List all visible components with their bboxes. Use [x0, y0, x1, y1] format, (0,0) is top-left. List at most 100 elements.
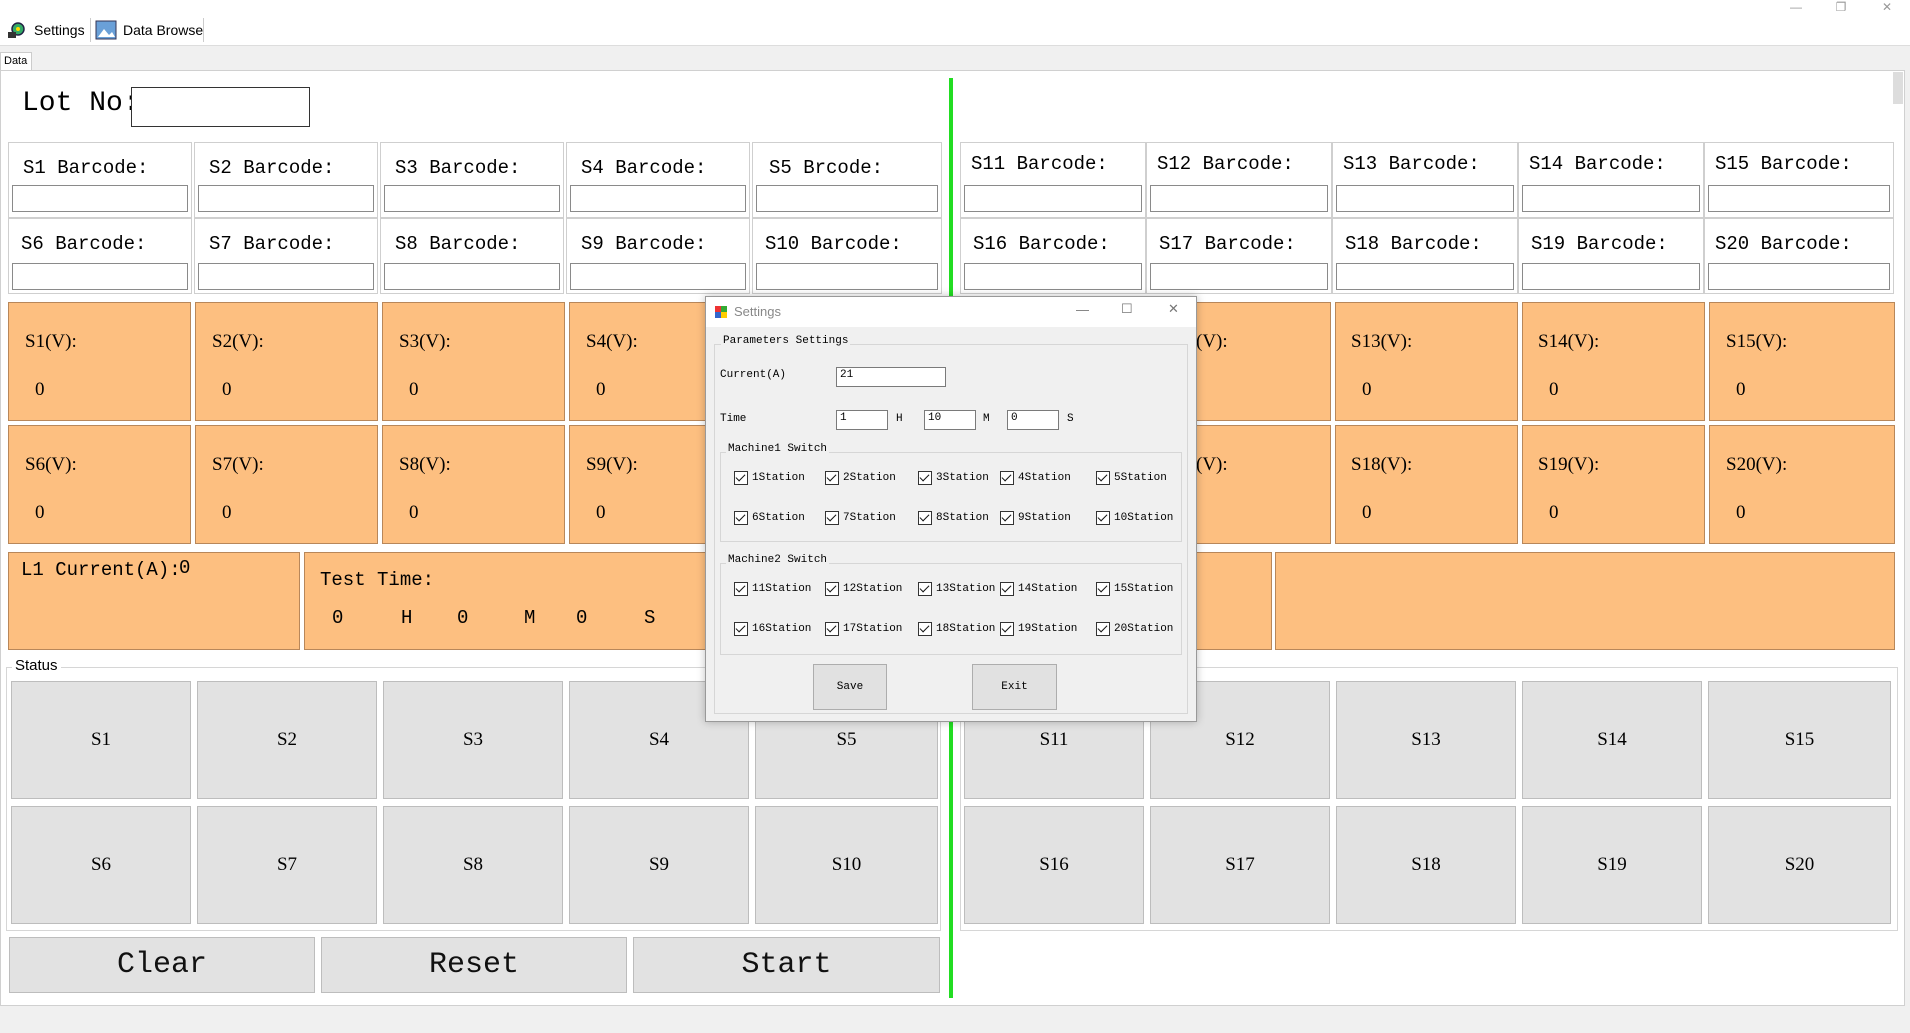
barcode-input-s11[interactable]: [964, 185, 1142, 212]
voltage-cell: S14(V): 0: [1522, 302, 1705, 421]
station-checkbox[interactable]: 7Station: [825, 511, 896, 525]
barcode-input-s5[interactable]: [756, 185, 938, 212]
station-checkbox[interactable]: 12Station: [825, 582, 902, 596]
time-seconds-unit: S: [1067, 413, 1074, 425]
station-checkbox[interactable]: 13Station: [918, 582, 995, 596]
station-checkbox[interactable]: 19Station: [1000, 622, 1077, 636]
barcode-label: S12 Barcode:: [1157, 153, 1294, 175]
toolbar: Settings Data Browse — ❐ ✕: [0, 0, 1910, 46]
status-button[interactable]: S2: [197, 681, 377, 799]
barcode-input-s9[interactable]: [570, 263, 746, 290]
station-checkbox[interactable]: 17Station: [825, 622, 902, 636]
station-checkbox[interactable]: 8Station: [918, 511, 989, 525]
voltage-label: S14(V):: [1538, 331, 1600, 352]
status-button[interactable]: S17: [1150, 806, 1330, 924]
reset-button[interactable]: Reset: [321, 937, 627, 993]
status-button[interactable]: S15: [1708, 681, 1891, 799]
app-icon: [715, 306, 727, 318]
barcode-label: S7 Barcode:: [209, 233, 335, 255]
barcode-input-s8[interactable]: [384, 263, 560, 290]
status-button[interactable]: S13: [1336, 681, 1516, 799]
save-button[interactable]: Save: [813, 664, 887, 710]
barcode-input-s15[interactable]: [1708, 185, 1890, 212]
time-minutes-input[interactable]: 10: [924, 410, 976, 430]
barcode-input-s16[interactable]: [964, 263, 1142, 290]
checkbox-checked-icon: [1096, 511, 1110, 525]
clear-button[interactable]: Clear: [9, 937, 315, 993]
checkbox-checked-icon: [825, 582, 839, 596]
scrollbar[interactable]: [1893, 72, 1903, 104]
station-checkbox[interactable]: 16Station: [734, 622, 811, 636]
minimize-icon[interactable]: —: [1790, 0, 1802, 14]
restore-icon[interactable]: ❐: [1835, 0, 1847, 14]
start-button[interactable]: Start: [633, 937, 940, 993]
station-checkbox[interactable]: 1Station: [734, 471, 805, 485]
status-button[interactable]: S19: [1522, 806, 1702, 924]
voltage-label: S13(V):: [1351, 331, 1413, 352]
settings-menu-button[interactable]: Settings: [6, 14, 85, 46]
data-browse-button[interactable]: Data Browse: [95, 14, 203, 46]
exit-button[interactable]: Exit: [972, 664, 1057, 710]
status-button[interactable]: S16: [964, 806, 1144, 924]
barcode-input-s19[interactable]: [1522, 263, 1700, 290]
barcode-input-s3[interactable]: [384, 185, 560, 212]
station-checkbox[interactable]: 6Station: [734, 511, 805, 525]
station-checkbox[interactable]: 14Station: [1000, 582, 1077, 596]
voltage-label: (V):: [1196, 331, 1228, 352]
station-checkbox[interactable]: 2Station: [825, 471, 896, 485]
barcode-input-s18[interactable]: [1336, 263, 1514, 290]
station-checkbox[interactable]: 11Station: [734, 582, 811, 596]
toolbar-separator: [203, 18, 204, 42]
test-time-hours: 0: [332, 607, 344, 629]
status-button[interactable]: S10: [755, 806, 938, 924]
status-button[interactable]: S18: [1336, 806, 1516, 924]
machine2-switch-title: Machine2 Switch: [726, 554, 830, 566]
barcode-input-s10[interactable]: [756, 263, 938, 290]
close-icon[interactable]: ✕: [1881, 0, 1893, 14]
station-checkbox[interactable]: 4Station: [1000, 471, 1071, 485]
status-button[interactable]: S3: [383, 681, 563, 799]
status-button[interactable]: S14: [1522, 681, 1702, 799]
station-checkbox[interactable]: 20Station: [1096, 622, 1173, 636]
barcode-cell: S9 Barcode:: [566, 218, 750, 294]
barcode-input-s13[interactable]: [1336, 185, 1514, 212]
checkbox-checked-icon: [1096, 582, 1110, 596]
barcode-cell: S3 Barcode:: [380, 142, 564, 218]
voltage-label: S15(V):: [1726, 331, 1788, 352]
barcode-input-s7[interactable]: [198, 263, 374, 290]
status-button[interactable]: S20: [1708, 806, 1891, 924]
barcode-cell: S8 Barcode:: [380, 218, 564, 294]
checkbox-checked-icon: [918, 582, 932, 596]
station-checkbox[interactable]: 10Station: [1096, 511, 1173, 525]
time-seconds-input[interactable]: 0: [1007, 410, 1059, 430]
time-hours-input[interactable]: 1: [836, 410, 888, 430]
barcode-input-s4[interactable]: [570, 185, 746, 212]
minimize-icon[interactable]: —: [1076, 302, 1089, 317]
tab-data[interactable]: Data: [0, 52, 32, 72]
current-input[interactable]: 21: [836, 367, 946, 387]
barcode-input-s12[interactable]: [1150, 185, 1328, 212]
station-checkbox[interactable]: 5Station: [1096, 471, 1167, 485]
station-checkbox[interactable]: 3Station: [918, 471, 989, 485]
lot-number-input[interactable]: [131, 87, 310, 127]
barcode-input-s2[interactable]: [198, 185, 374, 212]
barcode-label: S17 Barcode:: [1159, 233, 1296, 255]
status-button[interactable]: S1: [11, 681, 191, 799]
maximize-icon[interactable]: ☐: [1121, 301, 1133, 316]
status-button[interactable]: S7: [197, 806, 377, 924]
station-checkbox[interactable]: 9Station: [1000, 511, 1071, 525]
barcode-input-s14[interactable]: [1522, 185, 1700, 212]
barcode-cell: S15 Barcode:: [1704, 142, 1894, 218]
barcode-input-s17[interactable]: [1150, 263, 1328, 290]
status-button[interactable]: S6: [11, 806, 191, 924]
close-icon[interactable]: ✕: [1168, 301, 1179, 316]
station-checkbox[interactable]: 15Station: [1096, 582, 1173, 596]
barcode-input-s1[interactable]: [12, 185, 188, 212]
voltage-value: 0: [409, 502, 419, 523]
barcode-input-s20[interactable]: [1708, 263, 1890, 290]
status-button[interactable]: S9: [569, 806, 749, 924]
status-button[interactable]: S8: [383, 806, 563, 924]
barcode-input-s6[interactable]: [12, 263, 188, 290]
station-checkbox[interactable]: 18Station: [918, 622, 995, 636]
voltage-label: S19(V):: [1538, 454, 1600, 475]
